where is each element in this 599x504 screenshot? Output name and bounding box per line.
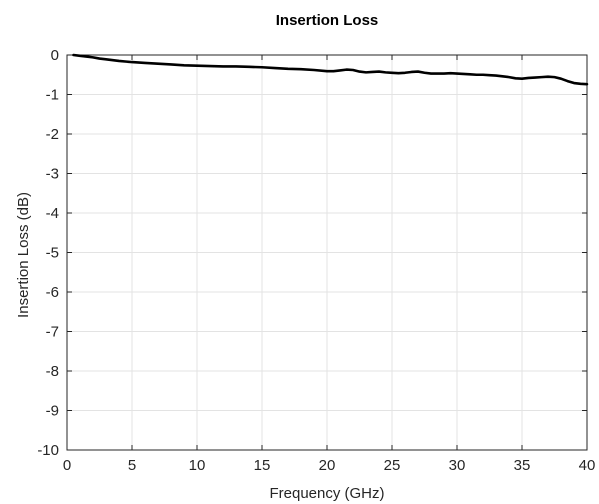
x-tick-label: 25 [384,457,401,474]
x-tick-label: 35 [514,457,531,474]
x-tick-label: 20 [319,457,336,474]
y-tick-label: -7 [46,324,59,341]
y-tick-label: -10 [37,442,59,459]
plot-area: 0 5 10 15 20 25 30 35 40 0 -1 -2 -3 -4 -5 -6 -7 -8 -9 -10 [37,47,595,474]
x-tick-label: 40 [579,457,596,474]
y-tick-label: -5 [46,245,59,262]
y-axis-label: Insertion Loss (dB) [15,192,32,318]
x-tick-label: 15 [254,457,271,474]
y-tick-label: -8 [46,363,59,380]
y-tick-label: -6 [46,284,59,301]
x-tick-label: 0 [63,457,71,474]
chart-title: Insertion Loss [276,12,379,29]
y-tick-label: -3 [46,166,59,183]
y-tick-label: -9 [46,403,59,420]
x-tick-label: 10 [189,457,206,474]
x-tick-label: 30 [449,457,466,474]
y-tick-label: -2 [46,126,59,143]
x-axis-label: Frequency (GHz) [269,485,384,502]
y-tick-label: -1 [46,87,59,104]
x-tick-label: 5 [128,457,136,474]
y-tick-label: -4 [46,205,59,222]
y-tick-label: 0 [51,47,59,64]
insertion-loss-line [72,53,589,86]
